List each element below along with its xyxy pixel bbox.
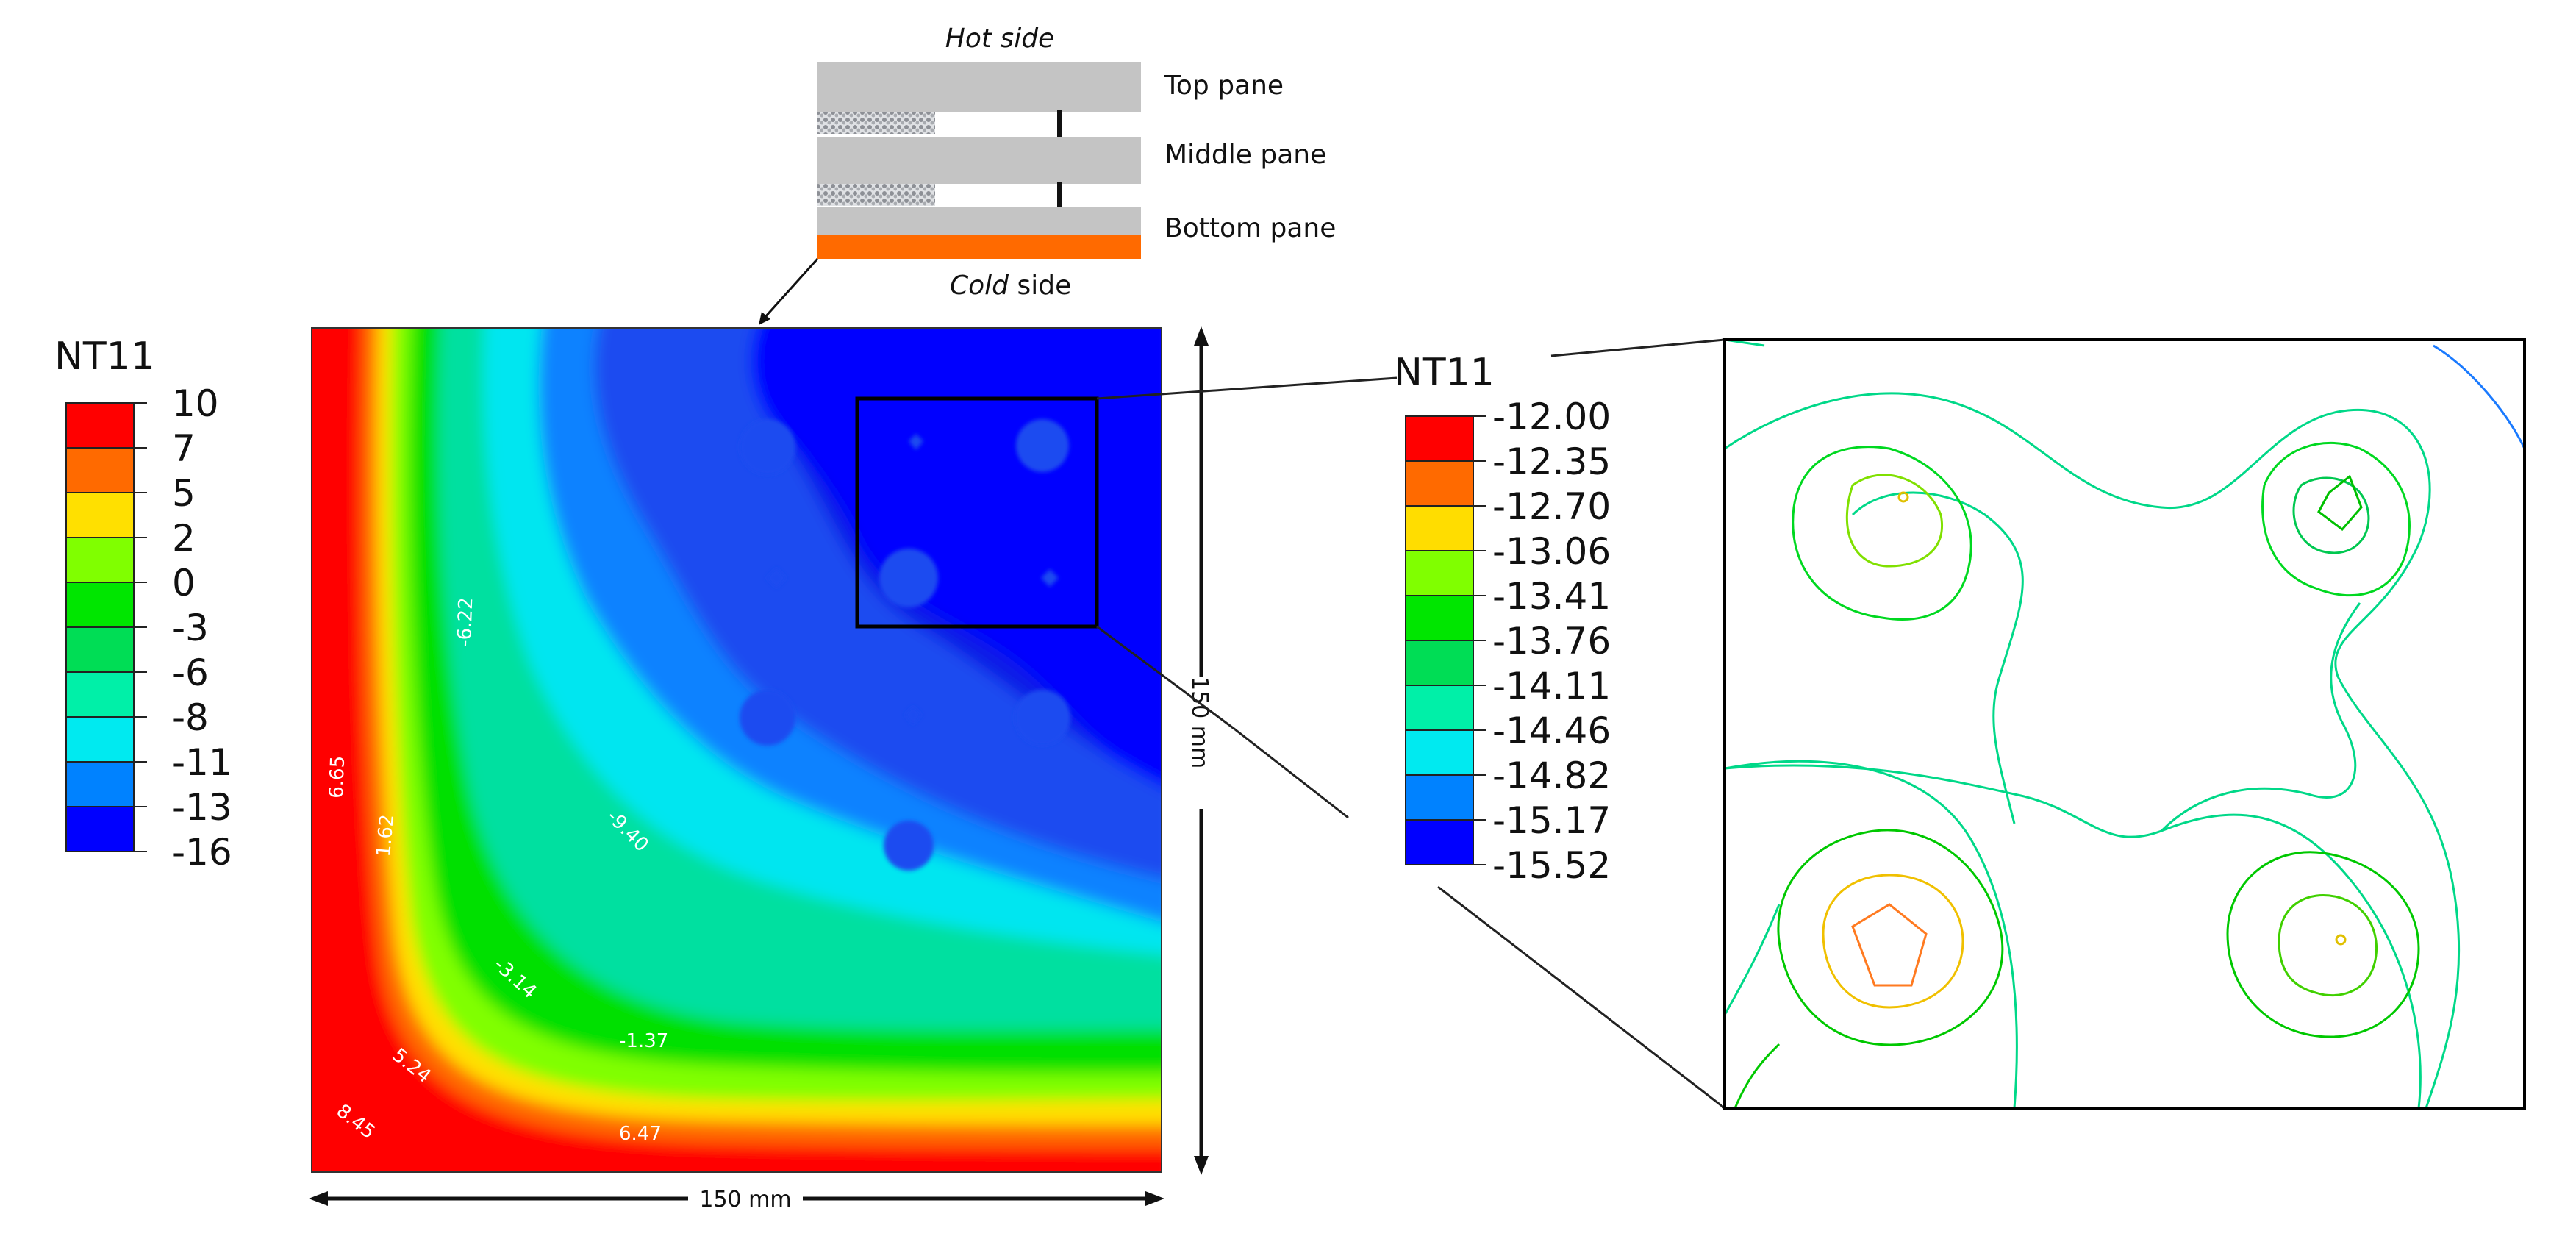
left-legend-label: -16 [172, 831, 232, 874]
right-legend-label: -14.46 [1492, 710, 1611, 752]
vertical-dimension: 150 mm [1187, 326, 1212, 1175]
right-legend-swatch [1405, 819, 1474, 865]
right-legend-label: -13.41 [1492, 575, 1611, 618]
left-legend-label: -13 [172, 786, 232, 829]
left-legend-title: NT11 [54, 335, 155, 379]
contour-label: 6.47 [619, 1123, 662, 1145]
seal-bottom [1057, 182, 1062, 209]
bottom-pane [817, 207, 1141, 235]
right-legend-label: -14.82 [1492, 754, 1611, 797]
schematic-arrow-line [763, 257, 819, 319]
seal-top [1057, 110, 1062, 137]
cold-side-word: Cold [950, 271, 1009, 301]
horizontal-dimension: 150 mm [309, 1187, 1164, 1213]
left-legend-swatch [65, 761, 135, 807]
left-legend-swatch [65, 402, 135, 449]
left-legend-swatch [65, 716, 135, 763]
left-legend-label: 2 [172, 517, 196, 560]
top-pane [817, 62, 1141, 112]
layer-label-top: Top pane [1164, 71, 1284, 101]
spacer-bumps [740, 419, 1070, 871]
cold-side-rest: side [1009, 271, 1071, 301]
horizontal-dimension-label: 150 mm [699, 1187, 791, 1213]
vertical-dimension-label: 150 mm [1187, 677, 1212, 768]
right-legend-swatch [1405, 505, 1474, 551]
left-legend-label: -11 [172, 741, 232, 784]
right-legend-label: -12.35 [1492, 440, 1611, 483]
right-legend-label: -12.70 [1492, 485, 1611, 528]
left-legend-swatch [65, 447, 135, 493]
cold-side-label: Cold side [950, 271, 1071, 301]
left-legend-swatch [65, 626, 135, 673]
zoom-plot-frame [1723, 338, 2526, 1110]
spacer-top [817, 112, 935, 134]
right-legend-swatch [1405, 640, 1474, 686]
left-legend-swatch [65, 582, 135, 628]
left-legend-label: -3 [172, 607, 209, 649]
zoom-plot-background [1725, 340, 2525, 1108]
right-legend-label: -15.52 [1492, 844, 1611, 887]
left-legend-label: 7 [172, 427, 196, 470]
hot-side-label: Hot side [945, 24, 1054, 54]
schematic-arrow-head [759, 312, 770, 325]
left-legend-swatch [65, 492, 135, 538]
zoom-region-box [855, 396, 1099, 629]
right-legend-label: -12.00 [1492, 396, 1611, 438]
left-legend-label: 5 [172, 472, 196, 515]
cold-surface [817, 235, 1141, 259]
right-legend: NT11 -12.00-12.35-12.70-13.06-13.41-13.7… [1394, 351, 1611, 887]
layer-label-middle: Middle pane [1164, 140, 1326, 170]
left-legend-swatch [65, 806, 135, 852]
contour-label: 6.65 [326, 755, 349, 799]
right-legend-label: -13.06 [1492, 530, 1611, 573]
glazing-schematic: Hot side Top pane Middle pane Bottom pan… [759, 24, 1336, 325]
left-legend-swatch [65, 671, 135, 718]
temperature-contour-plot: -6.22 -9.40 6.65 1.62 -3.14 -1.37 5.24 8… [309, 326, 1212, 1213]
left-legend-label: 0 [172, 562, 196, 604]
right-legend-title: NT11 [1394, 351, 1495, 395]
contour-label: -1.37 [619, 1030, 668, 1052]
right-legend-swatch [1405, 550, 1474, 596]
spacer-bottom [817, 184, 935, 206]
right-legend-swatch [1405, 774, 1474, 821]
right-legend-swatch [1405, 415, 1474, 462]
right-legend-label: -14.11 [1492, 665, 1611, 707]
contour-label: -6.22 [454, 597, 477, 647]
zoomed-isoline-plot [1723, 338, 2526, 1110]
right-legend-swatch [1405, 729, 1474, 776]
right-legend-swatch [1405, 460, 1474, 507]
middle-pane [817, 137, 1141, 184]
left-legend-label: -6 [172, 652, 209, 694]
plot-frame [311, 327, 1162, 1173]
right-legend-swatch [1405, 685, 1474, 731]
left-legend-swatch [65, 537, 135, 583]
right-legend-swatch [1405, 595, 1474, 641]
left-legend-label: 10 [172, 382, 219, 425]
layer-label-bottom: Bottom pane [1164, 213, 1336, 243]
zoom-connectors [1096, 338, 1725, 1110]
left-legend-label: -8 [172, 696, 209, 739]
contour-label: 1.62 [373, 813, 398, 857]
right-legend-label: -15.17 [1492, 799, 1611, 842]
right-legend-label: -13.76 [1492, 620, 1611, 663]
